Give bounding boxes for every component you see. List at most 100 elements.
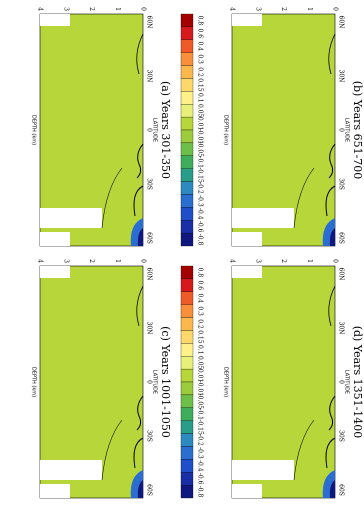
- colorbar-label: 0.3: [197, 54, 204, 64]
- anomaly: [133, 185, 144, 217]
- depth-tick-label: 3: [62, 7, 69, 11]
- contour: [328, 143, 336, 179]
- colorbar-box: [180, 52, 194, 66]
- contour: [328, 33, 336, 75]
- colorbar-label: 0.8: [197, 268, 204, 278]
- anomaly: [325, 437, 336, 469]
- colorbar-label: -0.8: [197, 486, 204, 498]
- plot-fill: [231, 265, 336, 499]
- colorbar-label: -0.05: [197, 394, 204, 410]
- depth-tick-label: 4: [37, 7, 44, 11]
- contour: [136, 285, 144, 327]
- colorbar-label: 0.4: [197, 293, 204, 303]
- depth-label: DEPTH (km): [223, 115, 229, 145]
- lat-tick-label: 60N: [338, 268, 345, 281]
- depth-tick-label: 4: [37, 259, 44, 263]
- mask: [232, 14, 262, 26]
- colorbar-label: 0.15: [197, 330, 204, 344]
- colorbar-label: 0.01: [197, 369, 204, 382]
- colorbar-box: [180, 304, 194, 318]
- lat-tick-label: 60S: [146, 484, 153, 496]
- depth-tick-label: 0: [140, 7, 147, 11]
- anomaly: [329, 480, 335, 498]
- colorbar-box: [180, 459, 194, 473]
- panel: 4 3 2 1 0 DEPTH (km) 60N 30N 0 30S 60S LATITUDE (a) …: [31, 7, 172, 247]
- depth-label: DEPTH (km): [31, 367, 37, 397]
- contour: [328, 285, 336, 327]
- depth-tick-label: 2: [88, 259, 95, 263]
- lat-tick-label: 0: [146, 128, 153, 132]
- lat-label: LATITUDE: [344, 370, 350, 394]
- anomaly: [325, 185, 336, 217]
- lat-label: LATITUDE: [152, 370, 158, 394]
- colorbar-label: -0.15: [197, 167, 204, 183]
- depth-tick-label: 0: [332, 7, 339, 11]
- colorbar-label: -0.1: [197, 408, 204, 420]
- colorbar-box: [180, 368, 194, 383]
- colorbar-label: -0.6: [197, 473, 204, 485]
- colorbar-box: [180, 433, 194, 447]
- depth-tick-label: 0: [140, 259, 147, 263]
- colorbar-label: 0.6: [197, 29, 204, 39]
- panel-title: (c) Years 1001-1050: [159, 326, 172, 438]
- colorbar-box: [180, 39, 194, 53]
- lat-tick-label: 60S: [338, 232, 345, 244]
- colorbar-label: 0.2: [197, 67, 204, 77]
- colorbar-box: [180, 291, 194, 305]
- colorbar-box: [180, 181, 194, 195]
- colorbar-box: [180, 446, 194, 460]
- colorbar-label: -0.05: [197, 142, 204, 158]
- colorbar-box: [180, 26, 194, 40]
- colorbar-label: 0.4: [197, 41, 204, 51]
- colorbar-label: -0.1: [197, 156, 204, 168]
- panel: 4 3 2 1 0 DEPTH (km) 60N 30N 0 30S 60S LATITUDE (b) …: [223, 7, 364, 247]
- lat-tick-label: 30N: [338, 70, 345, 83]
- depth-tick-label: 3: [254, 7, 261, 11]
- lat-tick-label: 30S: [146, 178, 153, 190]
- lat-tick-label: 0: [146, 380, 153, 384]
- colorbar-label: -0.3: [197, 195, 204, 207]
- colorbar-box: [180, 194, 194, 208]
- lat-tick-label: 30N: [338, 322, 345, 335]
- colorbar-label: 0.15: [197, 78, 204, 92]
- lat-tick-label: 60S: [338, 484, 345, 496]
- colorbar-box: [180, 116, 194, 131]
- colorbar-label: -0.4: [197, 460, 204, 472]
- colorbar-box: [180, 330, 194, 344]
- mask: [232, 266, 262, 278]
- lat-tick-label: 30S: [338, 430, 345, 442]
- colorbar-box: [180, 317, 194, 331]
- depth-tick-label: 1: [114, 7, 121, 11]
- lat-tick-label: 30S: [338, 178, 345, 190]
- colorbar-box: [180, 91, 194, 105]
- anomaly: [133, 437, 144, 469]
- panel-title: (b) Years 651-700: [351, 81, 364, 180]
- colorbar-label: -0.8: [197, 234, 204, 246]
- depth-tick-label: 1: [306, 7, 313, 11]
- depth-tick-label: 4: [229, 7, 236, 11]
- mask: [40, 232, 70, 246]
- colorbar-box: [180, 472, 194, 486]
- colorbar-label: -0.01: [197, 129, 204, 144]
- lat-tick-label: 60N: [146, 268, 153, 281]
- panel: 4 3 2 1 0 DEPTH (km) 60N 30N 0 30S 60S LATITUDE (d) …: [223, 259, 364, 499]
- colorbar-label: -0.15: [197, 419, 204, 435]
- colorbar-box: [180, 407, 194, 421]
- panel-title: (a) Years 301-350: [159, 81, 172, 179]
- depth-label: DEPTH (km): [223, 367, 229, 397]
- colorbar-label: 0.01: [197, 117, 204, 130]
- colorbar-box: [180, 343, 194, 357]
- depth-tick-label: 1: [306, 259, 313, 263]
- mask: [232, 460, 294, 480]
- colorbar-box: [180, 13, 194, 28]
- colorbar-box: [180, 78, 194, 92]
- lat-tick-label: 30N: [146, 322, 153, 335]
- contour: [136, 33, 144, 75]
- depth-tick-label: 1: [114, 259, 121, 263]
- colorbar-label: -0.6: [197, 221, 204, 233]
- contour: [328, 395, 336, 431]
- anomaly: [137, 228, 143, 246]
- lat-label: LATITUDE: [344, 118, 350, 142]
